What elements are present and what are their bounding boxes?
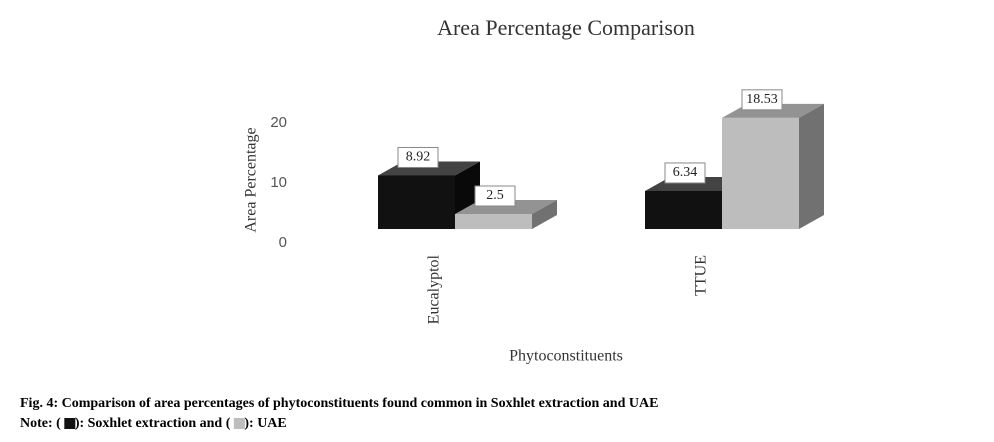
value-label: 18.53 [746,92,778,107]
note-part: Note: ( [20,416,61,431]
bar [378,175,455,229]
y-tick-label: 20 [270,114,287,131]
value-label-box [397,146,439,168]
note-part: and ( [196,416,231,431]
y-tick-label: 10 [270,174,287,191]
legend-label: Soxhlet extraction [88,416,197,431]
legend-swatch [233,418,245,429]
chart-title: Area Percentage Comparison [437,15,695,40]
note-part: ): [244,416,257,431]
legend-label: UAE [257,416,287,431]
bar [722,117,799,229]
note-part: ): [75,416,88,431]
value-label: 6.34 [673,165,698,180]
bar [455,214,532,229]
bar [645,190,722,229]
value-label-box [664,162,706,184]
y-axis-label: Area Percentage [243,127,260,232]
value-label-box [474,185,516,207]
x-axis-label: Phytoconstituents [509,348,623,365]
caption: Fig. 4: Comparison of area percentages o… [20,396,658,411]
value-label: 8.92 [406,150,431,165]
x-tick-label: Eucalyptol [426,254,443,324]
x-tick-label: TTUE [693,255,710,296]
y-tick-label: 0 [279,234,287,251]
note: Note: ( ): Soxhlet extraction and ( ): U… [20,416,287,431]
value-label-box [741,89,783,111]
bar-side [532,200,557,229]
legend-swatch [64,418,76,429]
note-text: Note: ( ): Soxhlet extraction and ( ): U… [20,416,287,431]
value-label: 2.5 [486,188,504,203]
bar-side [799,103,824,229]
